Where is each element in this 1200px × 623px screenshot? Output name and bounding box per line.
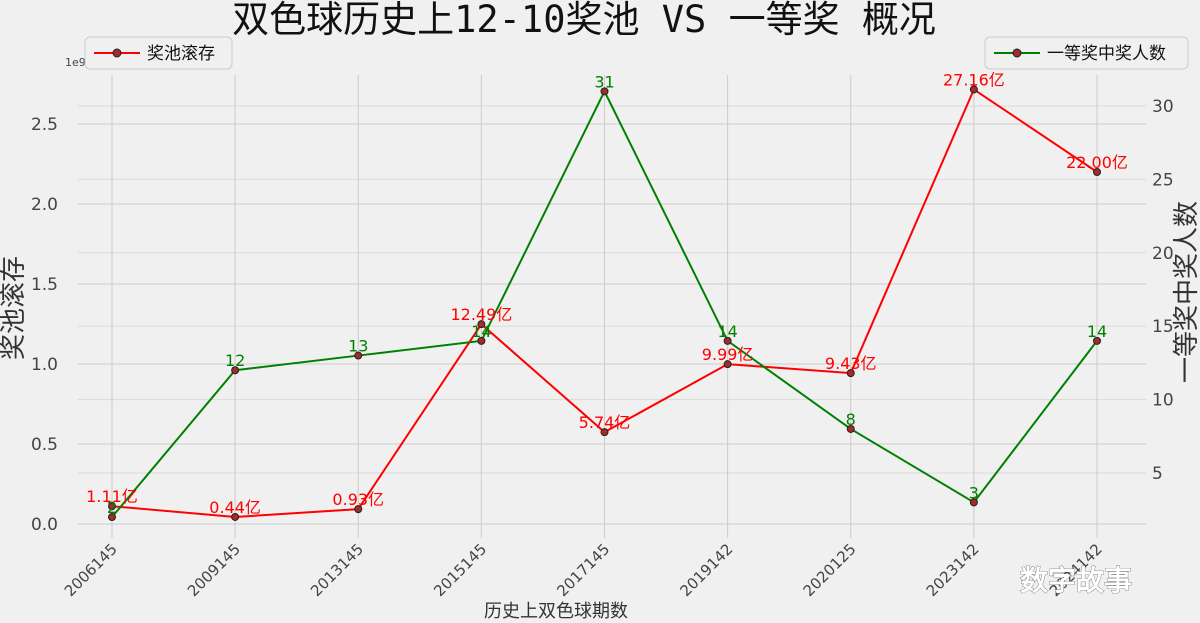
data-point-0 bbox=[231, 512, 240, 521]
data-point-0 bbox=[846, 369, 855, 378]
y-right-tick-label: 5 bbox=[1152, 464, 1163, 484]
data-label-1: 2 bbox=[107, 498, 117, 517]
watermark: 数字故事 bbox=[1020, 564, 1132, 597]
ticks: 0.0 0.5 1.0 1.5 2.0 2.5 5 10 15 20 25 30 2006145 2009… bbox=[31, 97, 1174, 600]
data-point-0 bbox=[600, 428, 609, 437]
data-point-0 bbox=[477, 320, 486, 329]
data-point-1 bbox=[600, 87, 609, 96]
data-point-0 bbox=[1093, 168, 1101, 176]
legend-right: 一等奖中奖人数 bbox=[984, 36, 1189, 70]
legend-marker-winners bbox=[1012, 48, 1022, 58]
data-label-0: 0.93亿 bbox=[332, 490, 384, 509]
y-right-tick-label: 30 bbox=[1152, 97, 1174, 117]
data-label-1: 12 bbox=[225, 351, 245, 370]
y-right-tick-label: 15 bbox=[1152, 317, 1174, 337]
data-label-0: 1.11亿 bbox=[86, 487, 138, 506]
x-tick-label: 2019142 bbox=[676, 540, 736, 600]
data-point-1 bbox=[1093, 336, 1101, 345]
y-left-tick-label: 2.0 bbox=[31, 195, 58, 215]
data-labels: 1.11亿 0.44亿 0.93亿 12.49亿 5.74亿 9.99亿 9.43亿 27.1… bbox=[86, 70, 1128, 517]
legend-label-pool: 奖池滚存 bbox=[147, 44, 215, 64]
data-label-0: 27.16亿 bbox=[943, 70, 1005, 89]
data-label-1: 8 bbox=[846, 410, 856, 429]
x-tick-label: 2009145 bbox=[184, 540, 244, 600]
y-left-axis-label: 奖池滚存 bbox=[0, 256, 29, 360]
grid bbox=[78, 75, 1146, 538]
data-label-1: 31 bbox=[594, 72, 614, 91]
series-layer bbox=[108, 85, 1101, 522]
data-point-1 bbox=[108, 513, 116, 522]
x-tick-label: 2023142 bbox=[923, 540, 983, 600]
data-label-0: 9.43亿 bbox=[825, 354, 877, 373]
data-point-1 bbox=[723, 336, 732, 345]
data-point-0 bbox=[723, 360, 732, 369]
y-right-tick-label: 25 bbox=[1152, 170, 1174, 190]
data-label-1: 13 bbox=[348, 337, 368, 356]
data-label-0: 5.74亿 bbox=[579, 413, 631, 432]
legend-marker-pool bbox=[112, 48, 122, 58]
legend-label-winners: 一等奖中奖人数 bbox=[1047, 44, 1166, 64]
data-point-1 bbox=[354, 351, 363, 360]
data-label-1: 14 bbox=[1087, 322, 1107, 341]
y-left-tick-label: 1.0 bbox=[31, 355, 58, 375]
data-point-1 bbox=[231, 366, 240, 375]
data-point-0 bbox=[969, 85, 978, 94]
data-point-1 bbox=[969, 498, 978, 507]
x-tick-label: 2013145 bbox=[307, 540, 367, 600]
y-left-tick-label: 2.5 bbox=[31, 115, 58, 135]
x-axis-label: 历史上双色球期数 bbox=[484, 601, 628, 622]
data-label-0: 0.44亿 bbox=[209, 498, 261, 517]
data-label-1: 14 bbox=[717, 322, 737, 341]
y-left-exponent: 1e9 bbox=[65, 56, 86, 69]
data-point-1 bbox=[846, 424, 855, 433]
y-left-tick-label: 0.0 bbox=[31, 515, 58, 535]
data-point-0 bbox=[354, 505, 363, 514]
data-label-0: 22.00亿 bbox=[1066, 153, 1128, 172]
y-right-tick-label: 10 bbox=[1152, 391, 1174, 411]
y-left-tick-label: 1.5 bbox=[31, 275, 58, 295]
data-label-0: 9.99亿 bbox=[702, 345, 754, 364]
data-point-0 bbox=[108, 502, 116, 511]
x-tick-label: 2020125 bbox=[800, 540, 860, 600]
chart-title: 双色球历史上12-10奖池 VS 一等奖 概况 bbox=[232, 0, 936, 41]
data-label-1: 14 bbox=[471, 322, 491, 341]
y-right-axis-label: 一等奖中奖人数 bbox=[1172, 201, 1200, 383]
legend-left: 奖池滚存 bbox=[84, 36, 233, 70]
x-tick-label: 2006145 bbox=[61, 540, 121, 600]
x-tick-label: 2017145 bbox=[553, 540, 613, 600]
y-left-tick-label: 0.5 bbox=[31, 435, 58, 455]
data-label-0: 12.49亿 bbox=[450, 305, 512, 324]
y-right-tick-label: 20 bbox=[1152, 244, 1174, 264]
data-label-1: 3 bbox=[969, 483, 979, 502]
data-point-1 bbox=[477, 336, 486, 345]
x-tick-label: 2015145 bbox=[430, 540, 490, 600]
